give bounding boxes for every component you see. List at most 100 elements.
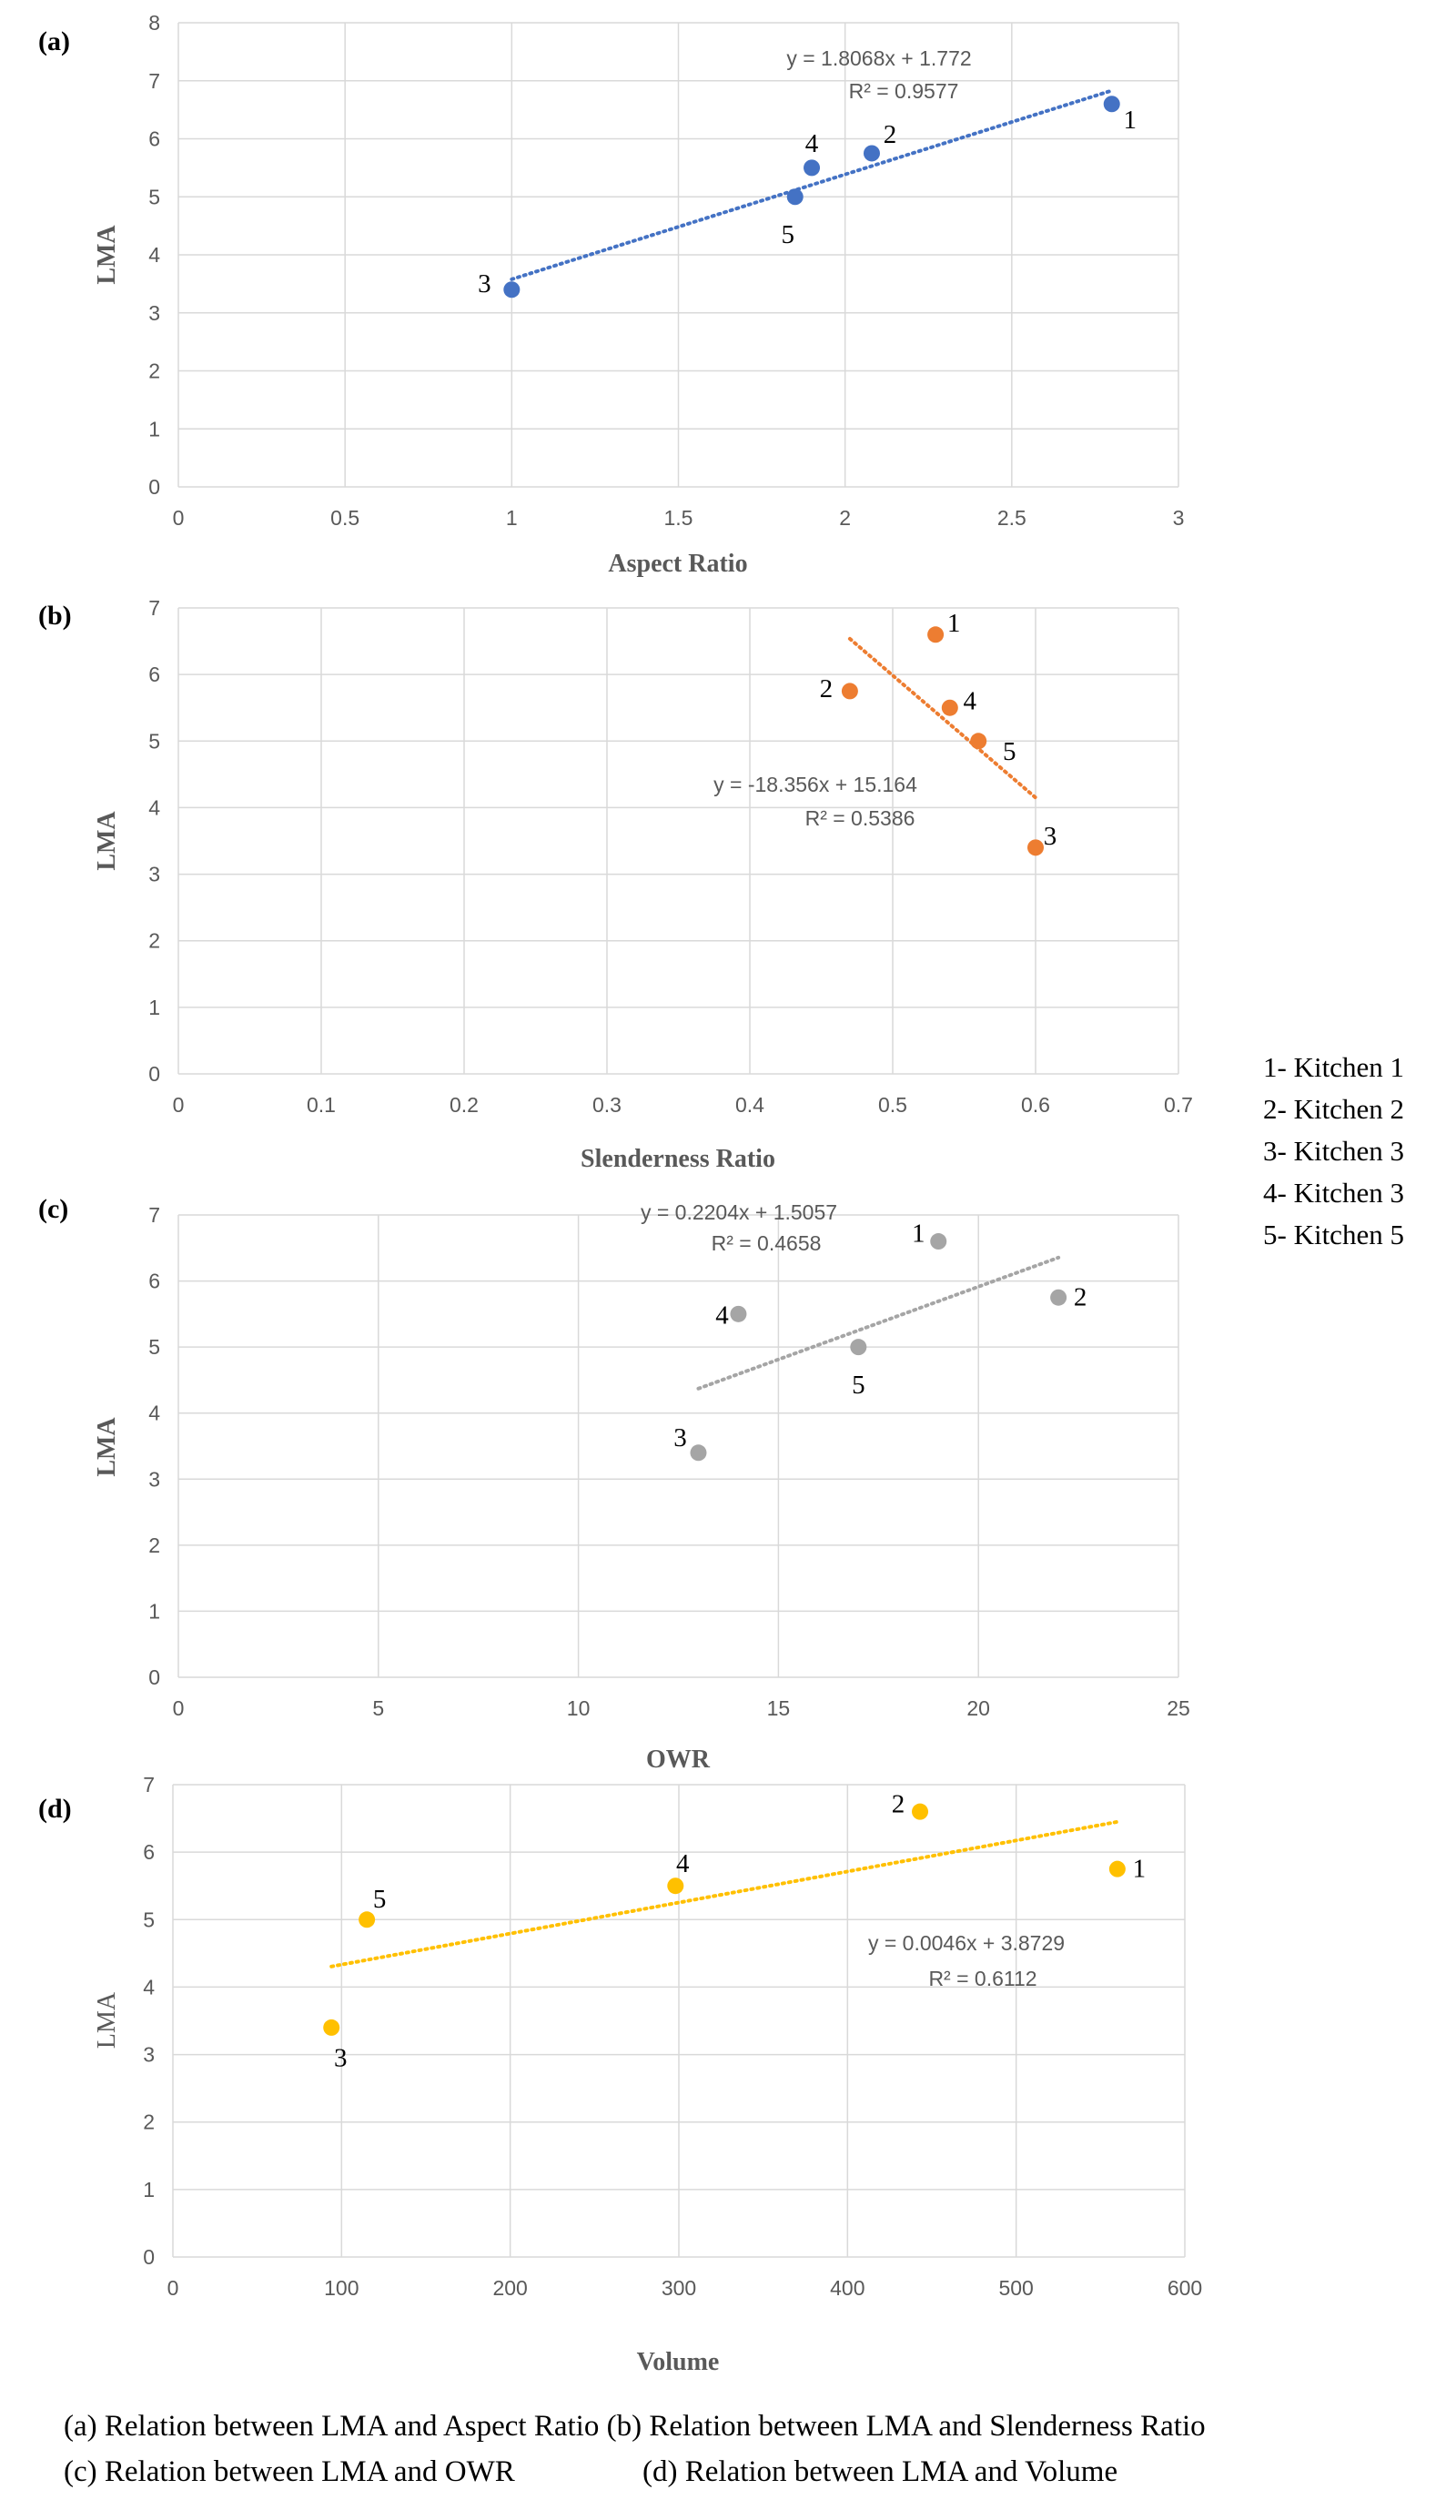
panel-1-y-tick-3: 3	[148, 301, 160, 325]
panel-1-x-tick-2: 1	[506, 506, 518, 530]
panel-1-y-tick-2: 2	[148, 359, 160, 383]
panel-2-y-tick-6: 6	[148, 663, 160, 686]
panel-3-point-label-5: 5	[852, 1371, 865, 1400]
panel-2-x-tick-4: 0.4	[735, 1093, 764, 1117]
panel-3-tag: (c)	[38, 1194, 68, 1224]
panel-1-x-tick-1: 0.5	[330, 506, 359, 530]
panel-2-y-tick-3: 3	[148, 863, 160, 886]
panel-2-point-1	[927, 626, 945, 643]
panel-1-point-5	[786, 188, 804, 206]
panel-2-y-tick-1: 1	[148, 996, 160, 1019]
panel-4-point-label-1: 1	[1133, 1854, 1147, 1883]
panel-1-point-label-5: 5	[781, 220, 794, 249]
figure-caption-line-1: (a) Relation between LMA and Aspect Rati…	[64, 2410, 1206, 2443]
panel-4-trendline	[329, 1819, 1119, 1968]
panel-4-x-tick-1: 100	[324, 2276, 359, 2300]
panel-3-x-tick-1: 5	[372, 1696, 384, 1720]
legend-item-1: 1- Kitchen 1	[1263, 1051, 1404, 1083]
panel-2-point-3	[1027, 839, 1044, 856]
panel-1-point-1	[1103, 96, 1120, 113]
panel-1-x-tick-4: 2	[839, 506, 851, 530]
panel-2-point-label-2: 2	[820, 674, 834, 703]
panel-1-x-tick-6: 3	[1173, 506, 1185, 530]
panel-1-x-axis-label: Aspect Ratio	[608, 550, 747, 578]
legend-item-3: 3- Kitchen 3	[1263, 1135, 1404, 1167]
panel-4-y-tick-2: 2	[143, 2110, 155, 2134]
panel-4-y-tick-3: 3	[143, 2043, 155, 2067]
panel-2-y-tick-7: 7	[148, 596, 160, 620]
panel-1-y-tick-6: 6	[148, 127, 160, 151]
panel-4-point-label-3: 3	[334, 2044, 348, 2073]
panel-3-y-tick-7: 7	[148, 1203, 160, 1227]
panel-3-y-tick-5: 5	[148, 1335, 160, 1359]
kitchen-legend: 1- Kitchen 1 2- Kitchen 2 3- Kitchen 3 4…	[1263, 1047, 1404, 1256]
panel-3-x-tick-2: 10	[567, 1696, 591, 1720]
panel-4-y-axis-label: LMA	[93, 1991, 121, 2049]
panel-3-r-squared: R² = 0.4658	[712, 1231, 822, 1255]
legend-item-4: 4- Kitchen 3	[1263, 1177, 1404, 1209]
panel-3-x-tick-5: 25	[1167, 1696, 1190, 1720]
panel-4-r-squared: R² = 0.6112	[928, 1967, 1036, 1990]
panel-3-trendline	[696, 1255, 1061, 1391]
panel-3-point-label-1: 1	[912, 1220, 925, 1249]
panel-2-point-5	[970, 733, 987, 750]
panel-3-x-tick-0: 0	[173, 1696, 185, 1720]
panel-2-x-axis-label: Slenderness Ratio	[581, 1145, 775, 1173]
panel-4-y-tick-5: 5	[143, 1908, 155, 1931]
panel-1-x-tick-0: 0	[173, 506, 185, 530]
panel-2-point-label-4: 4	[964, 686, 977, 715]
panel-2-trendline	[847, 636, 1037, 800]
panel-4-point-label-2: 2	[892, 1789, 905, 1818]
panel-3-point-label-2: 2	[1074, 1282, 1087, 1311]
panel-2-point-label-1: 1	[947, 609, 961, 638]
panel-1-point-4	[804, 159, 821, 177]
panel-2-y-tick-4: 4	[148, 795, 160, 819]
panel-4-y-tick-7: 7	[143, 1773, 155, 1796]
panel-1-equation: y = 1.8068x + 1.772	[786, 46, 971, 70]
panel-4-x-tick-5: 500	[998, 2276, 1033, 2300]
figure-caption-line-2: (c) Relation between LMA and OWR (d) Rel…	[64, 2455, 1118, 2488]
panel-1-point-label-4: 4	[805, 129, 819, 158]
panel-3-point-2	[1050, 1289, 1067, 1306]
panel-1-x-tick-5: 2.5	[997, 506, 1026, 530]
panel-1-trendline	[510, 88, 1114, 281]
panel-2-x-tick-3: 0.3	[592, 1093, 622, 1117]
panel-2-point-label-5: 5	[1003, 737, 1016, 766]
panel-3-x-tick-3: 15	[767, 1696, 791, 1720]
panel-4-y-tick-1: 1	[143, 2178, 155, 2201]
panel-3-y-tick-1: 1	[148, 1599, 160, 1623]
panel-4-x-tick-2: 200	[492, 2276, 527, 2300]
panel-3-y-axis-label: LMA	[93, 1417, 121, 1477]
panel-4-point-4	[667, 1877, 684, 1895]
panel-1-y-tick-8: 8	[148, 11, 160, 35]
panel-2-x-tick-1: 0.1	[307, 1093, 336, 1117]
panel-1-point-label-1: 1	[1123, 106, 1137, 135]
panel-2-r-squared: R² = 0.5386	[805, 806, 915, 830]
panel-2-y-tick-2: 2	[148, 929, 160, 953]
panel-2-point-2	[841, 683, 858, 700]
panel-1-y-axis-label: LMA	[93, 225, 121, 285]
panel-4-y-tick-6: 6	[143, 1840, 155, 1864]
panel-3-y-tick-0: 0	[148, 1665, 160, 1689]
panel-2-y-axis-label: LMA	[93, 811, 121, 871]
panel-4-y-tick-0: 0	[143, 2245, 155, 2269]
panel-2-tag: (b)	[38, 601, 72, 631]
panel-1-point-label-3: 3	[478, 269, 491, 299]
panel-1-point-3	[503, 281, 521, 299]
panel-2-x-tick-6: 0.6	[1021, 1093, 1050, 1117]
legend-item-2: 2- Kitchen 2	[1263, 1093, 1404, 1125]
panel-3-point-1	[930, 1233, 947, 1250]
panel-3-point-label-3: 3	[673, 1423, 687, 1452]
panel-1-y-tick-7: 7	[148, 69, 160, 93]
panel-3-point-3	[690, 1444, 707, 1462]
legend-item-5: 5- Kitchen 5	[1263, 1219, 1404, 1250]
panel-4-point-1	[1108, 1860, 1126, 1877]
panel-3-point-label-4: 4	[715, 1301, 729, 1331]
panel-1-point-2	[863, 145, 880, 162]
panel-4-x-axis-label: Volume	[637, 2348, 720, 2376]
panel-3-y-tick-4: 4	[148, 1402, 160, 1425]
panel-1-y-tick-1: 1	[148, 417, 160, 440]
panel-2-x-tick-5: 0.5	[878, 1093, 907, 1117]
panel-3-point-5	[850, 1339, 867, 1356]
